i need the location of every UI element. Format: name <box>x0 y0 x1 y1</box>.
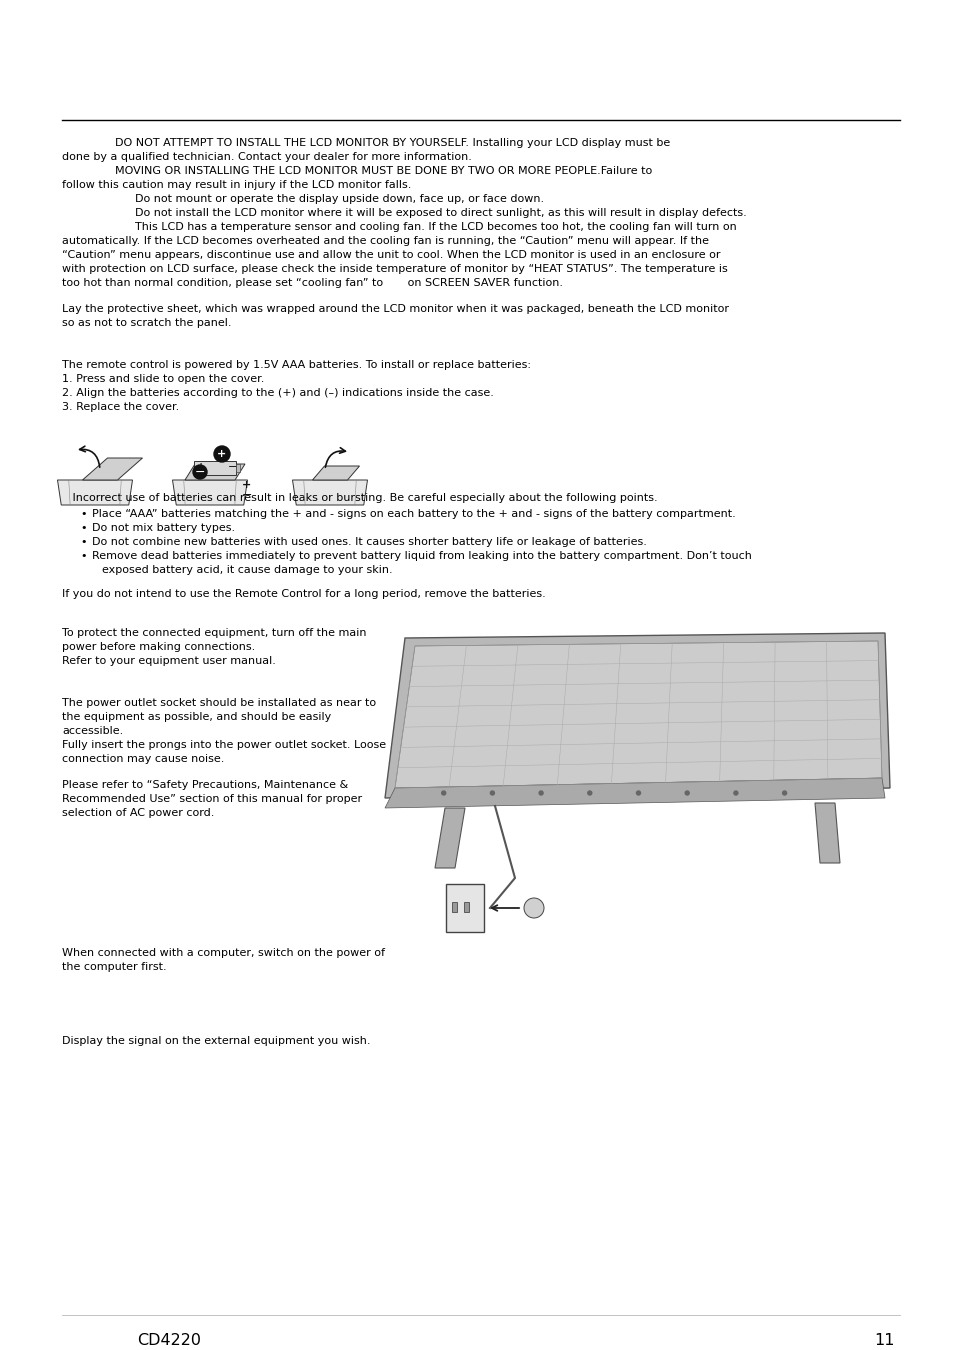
Text: •: • <box>80 522 87 533</box>
Text: The remote control is powered by 1.5V AAA batteries. To install or replace batte: The remote control is powered by 1.5V AA… <box>62 360 531 370</box>
Text: When connected with a computer, switch on the power of: When connected with a computer, switch o… <box>62 948 385 958</box>
Text: •: • <box>80 551 87 562</box>
Text: Remove dead batteries immediately to prevent battery liquid from leaking into th: Remove dead batteries immediately to pre… <box>91 551 751 562</box>
Polygon shape <box>395 641 882 788</box>
Text: 3. Replace the cover.: 3. Replace the cover. <box>62 402 179 412</box>
Text: power before making connections.: power before making connections. <box>62 643 255 652</box>
Circle shape <box>587 791 591 795</box>
Text: the computer first.: the computer first. <box>62 963 167 972</box>
Text: Do not install the LCD monitor where it will be exposed to direct sunlight, as t: Do not install the LCD monitor where it … <box>135 208 746 217</box>
Polygon shape <box>814 803 840 863</box>
Circle shape <box>538 791 542 795</box>
Bar <box>235 464 240 472</box>
Circle shape <box>213 446 230 462</box>
Text: CD4220: CD4220 <box>137 1332 201 1349</box>
Text: Recommended Use” section of this manual for proper: Recommended Use” section of this manual … <box>62 794 362 805</box>
Text: Display the signal on the external equipment you wish.: Display the signal on the external equip… <box>62 1035 370 1046</box>
Polygon shape <box>185 464 245 481</box>
Circle shape <box>636 791 639 795</box>
Polygon shape <box>313 466 359 481</box>
Bar <box>452 902 456 913</box>
Text: Do not combine new batteries with used ones. It causes shorter battery life or l: Do not combine new batteries with used o… <box>91 537 646 547</box>
Circle shape <box>684 791 688 795</box>
Text: with protection on LCD surface, please check the inside temperature of monitor b: with protection on LCD surface, please c… <box>62 265 727 274</box>
Polygon shape <box>435 809 464 868</box>
Text: connection may cause noise.: connection may cause noise. <box>62 755 224 764</box>
Text: “Caution” menu appears, discontinue use and allow the unit to cool. When the LCD: “Caution” menu appears, discontinue use … <box>62 250 720 261</box>
Circle shape <box>441 791 445 795</box>
Polygon shape <box>385 778 884 809</box>
Text: accessible.: accessible. <box>62 726 123 736</box>
Circle shape <box>490 791 494 795</box>
Text: −: − <box>228 462 237 472</box>
Text: too hot than normal condition, please set “cooling fan” to       on SCREEN SAVER: too hot than normal condition, please se… <box>62 278 562 288</box>
Text: automatically. If the LCD becomes overheated and the cooling fan is running, the: automatically. If the LCD becomes overhe… <box>62 236 708 246</box>
Text: Do not mount or operate the display upside down, face up, or face down.: Do not mount or operate the display upsi… <box>135 194 543 204</box>
Text: 1. Press and slide to open the cover.: 1. Press and slide to open the cover. <box>62 374 264 383</box>
Text: −: − <box>242 489 253 501</box>
Polygon shape <box>385 633 889 798</box>
Polygon shape <box>82 458 142 481</box>
Text: MOVING OR INSTALLING THE LCD MONITOR MUST BE DONE BY TWO OR MORE PEOPLE.Failure : MOVING OR INSTALLING THE LCD MONITOR MUS… <box>115 166 652 176</box>
Text: +: + <box>217 450 227 459</box>
Text: done by a qualified technician. Contact your dealer for more information.: done by a qualified technician. Contact … <box>62 153 472 162</box>
Circle shape <box>781 791 786 795</box>
Text: Please refer to “Safety Precautions, Maintenance &: Please refer to “Safety Precautions, Mai… <box>62 780 348 790</box>
Circle shape <box>193 464 207 479</box>
Text: To protect the connected equipment, turn off the main: To protect the connected equipment, turn… <box>62 628 366 639</box>
Text: Do not mix battery types.: Do not mix battery types. <box>91 522 234 533</box>
Text: exposed battery acid, it cause damage to your skin.: exposed battery acid, it cause damage to… <box>102 566 393 575</box>
Polygon shape <box>172 481 247 505</box>
Text: The power outlet socket should be installated as near to: The power outlet socket should be instal… <box>62 698 375 707</box>
Text: the equipment as possible, and should be easily: the equipment as possible, and should be… <box>62 711 331 722</box>
Circle shape <box>733 791 737 795</box>
Text: 2. Align the batteries according to the (+) and (–) indications inside the case.: 2. Align the batteries according to the … <box>62 387 494 398</box>
Bar <box>193 460 235 475</box>
Polygon shape <box>57 481 132 505</box>
Text: so as not to scratch the panel.: so as not to scratch the panel. <box>62 319 232 328</box>
Text: Refer to your equipment user manual.: Refer to your equipment user manual. <box>62 656 275 666</box>
Bar <box>463 902 469 913</box>
Text: Place “AAA” batteries matching the + and - signs on each battery to the + and - : Place “AAA” batteries matching the + and… <box>91 509 735 518</box>
Circle shape <box>523 898 543 918</box>
Text: follow this caution may result in injury if the LCD monitor falls.: follow this caution may result in injury… <box>62 180 411 190</box>
Text: Lay the protective sheet, which was wrapped around the LCD monitor when it was p: Lay the protective sheet, which was wrap… <box>62 304 728 315</box>
Text: −: − <box>194 466 205 478</box>
Text: This LCD has a temperature sensor and cooling fan. If the LCD becomes too hot, t: This LCD has a temperature sensor and co… <box>135 221 736 232</box>
Bar <box>446 884 483 931</box>
Text: Incorrect use of batteries can result in leaks or bursting. Be careful especiall: Incorrect use of batteries can result in… <box>62 493 657 504</box>
Text: selection of AC power cord.: selection of AC power cord. <box>62 809 214 818</box>
Text: Fully insert the prongs into the power outlet socket. Loose: Fully insert the prongs into the power o… <box>62 740 386 751</box>
Text: If you do not intend to use the Remote Control for a long period, remove the bat: If you do not intend to use the Remote C… <box>62 589 545 599</box>
Text: •: • <box>80 509 87 518</box>
Text: +: + <box>196 462 205 472</box>
Text: 11: 11 <box>874 1332 894 1349</box>
Text: DO NOT ATTEMPT TO INSTALL THE LCD MONITOR BY YOURSELF. Installing your LCD displ: DO NOT ATTEMPT TO INSTALL THE LCD MONITO… <box>115 138 670 148</box>
Polygon shape <box>293 481 367 505</box>
Text: •: • <box>80 537 87 547</box>
Text: +: + <box>242 481 251 490</box>
